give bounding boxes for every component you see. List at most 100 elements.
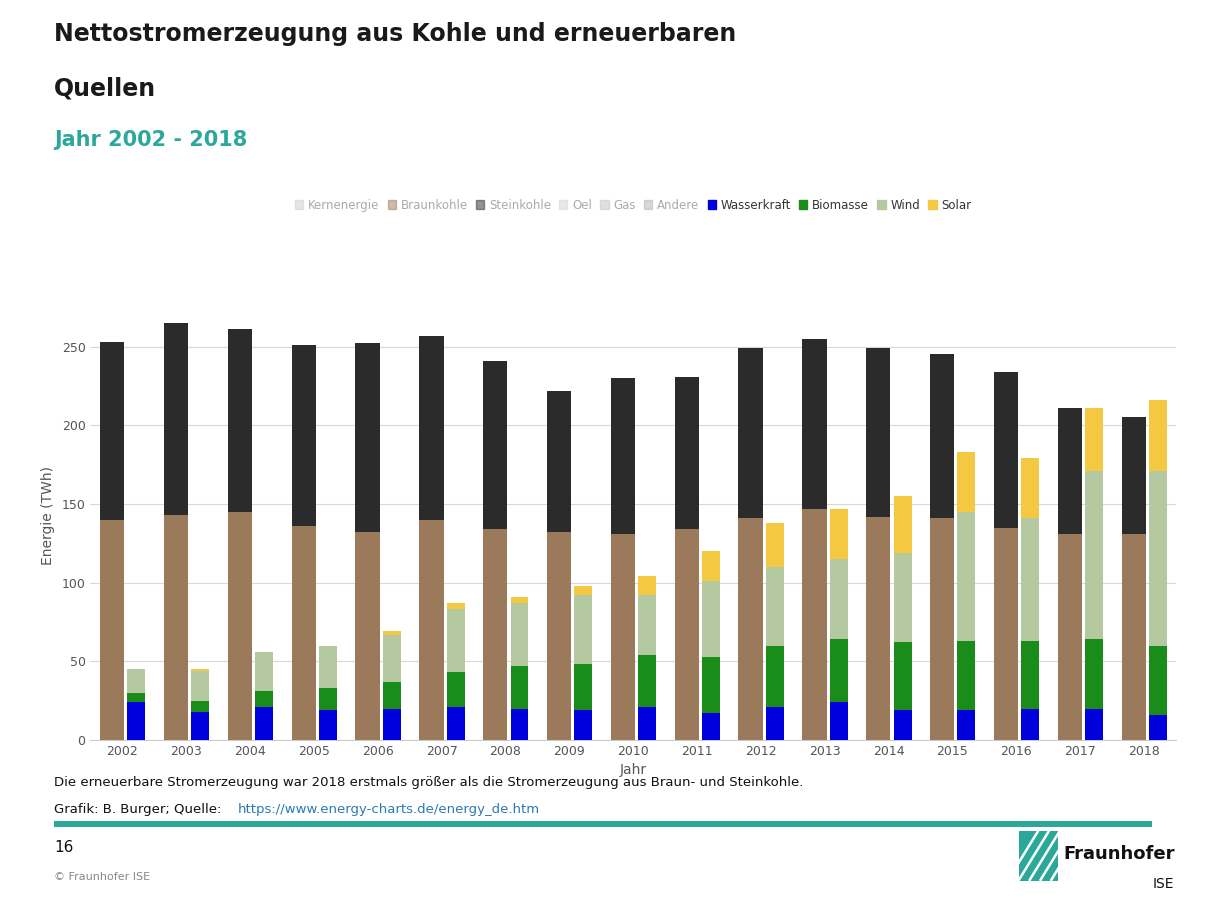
Text: Jahr 2002 - 2018: Jahr 2002 - 2018 xyxy=(54,130,247,150)
Bar xyxy=(446,603,464,609)
Bar xyxy=(702,551,720,581)
Bar xyxy=(574,586,592,596)
Bar xyxy=(446,673,464,707)
Bar xyxy=(994,527,1018,740)
Bar xyxy=(1058,534,1082,740)
Bar xyxy=(766,707,784,740)
Bar xyxy=(510,597,528,603)
Bar xyxy=(1122,534,1146,740)
Text: https://www.energy-charts.de/energy_de.htm: https://www.energy-charts.de/energy_de.h… xyxy=(238,803,540,815)
Bar xyxy=(958,710,976,740)
Y-axis label: Energie (TWh): Energie (TWh) xyxy=(41,466,54,565)
Bar xyxy=(574,665,592,710)
Bar xyxy=(766,646,784,707)
Bar xyxy=(548,391,572,532)
Bar xyxy=(702,713,720,740)
Text: Quellen: Quellen xyxy=(54,76,157,100)
Bar xyxy=(702,657,720,713)
Bar xyxy=(356,344,380,532)
Bar xyxy=(382,682,400,709)
Bar xyxy=(894,553,912,642)
Bar xyxy=(638,577,656,596)
Bar xyxy=(766,523,784,567)
Bar xyxy=(128,692,146,702)
Bar xyxy=(638,707,656,740)
Bar xyxy=(320,710,336,740)
Bar xyxy=(548,532,572,740)
Bar xyxy=(830,559,848,640)
Bar xyxy=(1058,408,1082,534)
Bar xyxy=(610,534,636,740)
Bar xyxy=(1149,646,1167,715)
Bar xyxy=(930,518,954,740)
Bar xyxy=(1149,715,1167,740)
Text: 16: 16 xyxy=(54,840,74,855)
Bar xyxy=(866,348,890,517)
Bar xyxy=(802,339,826,509)
Bar xyxy=(192,701,209,711)
Bar xyxy=(1085,408,1103,471)
Bar xyxy=(510,603,528,666)
Text: © Fraunhofer ISE: © Fraunhofer ISE xyxy=(54,872,151,882)
Bar xyxy=(256,707,273,740)
Bar xyxy=(574,710,592,740)
Bar xyxy=(830,509,848,559)
Bar xyxy=(484,361,508,529)
Bar xyxy=(292,526,316,740)
Bar xyxy=(1149,471,1167,646)
Text: Die erneuerbare Stromerzeugung war 2018 erstmals größer als die Stromerzeugung a: Die erneuerbare Stromerzeugung war 2018 … xyxy=(54,776,803,788)
Bar xyxy=(894,496,912,553)
Bar xyxy=(192,669,209,671)
Bar xyxy=(610,378,636,534)
Bar xyxy=(930,354,954,518)
Bar xyxy=(1122,417,1146,534)
Bar xyxy=(320,688,336,710)
Bar xyxy=(1021,518,1040,640)
Bar xyxy=(420,519,444,740)
Bar xyxy=(638,596,656,655)
Bar xyxy=(1085,471,1103,640)
Bar xyxy=(446,707,464,740)
Bar xyxy=(256,692,273,707)
Bar xyxy=(958,640,976,710)
Bar xyxy=(1021,458,1040,518)
Bar xyxy=(228,512,252,740)
Bar xyxy=(638,655,656,707)
Bar xyxy=(228,329,252,512)
Bar xyxy=(1021,640,1040,709)
Bar xyxy=(382,634,400,682)
Bar xyxy=(958,512,976,640)
Bar xyxy=(484,529,508,740)
Bar xyxy=(382,631,400,634)
Bar xyxy=(1085,709,1103,740)
Bar xyxy=(510,666,528,709)
Bar xyxy=(738,348,762,518)
Bar xyxy=(292,345,316,526)
Bar xyxy=(1149,400,1167,471)
Bar xyxy=(510,709,528,740)
Text: Grafik: B. Burger; Quelle:: Grafik: B. Burger; Quelle: xyxy=(54,803,226,815)
Bar xyxy=(674,377,699,529)
Bar xyxy=(894,710,912,740)
Bar xyxy=(356,532,380,740)
Bar xyxy=(100,519,124,740)
Bar xyxy=(164,323,188,515)
Bar xyxy=(766,567,784,646)
Text: Fraunhofer: Fraunhofer xyxy=(1064,845,1175,863)
Bar xyxy=(674,529,699,740)
Bar xyxy=(994,371,1018,527)
Bar xyxy=(320,646,336,688)
Bar xyxy=(1021,709,1040,740)
Bar xyxy=(420,335,444,519)
Text: ISE: ISE xyxy=(1153,877,1175,892)
Bar xyxy=(830,702,848,740)
Bar xyxy=(738,518,762,740)
Bar xyxy=(802,509,826,740)
Bar xyxy=(446,609,464,673)
Bar xyxy=(830,640,848,702)
Bar xyxy=(192,671,209,701)
Bar xyxy=(1085,640,1103,709)
Bar xyxy=(702,581,720,657)
Bar xyxy=(574,596,592,665)
Bar xyxy=(128,669,146,692)
